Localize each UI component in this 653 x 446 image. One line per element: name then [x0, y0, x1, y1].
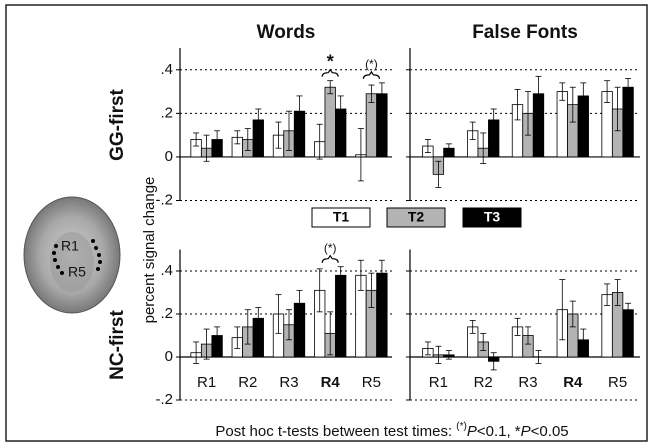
footnote-part: P — [521, 423, 531, 440]
chart-title: False Fonts — [472, 22, 578, 43]
bar — [623, 310, 634, 357]
x-tick-label: R3 — [518, 374, 537, 391]
footnote-part: (*) — [456, 421, 467, 432]
x-tick-label: R4 — [321, 374, 341, 391]
legend-label: T2 — [408, 209, 425, 225]
y-tick-label: 0 — [165, 348, 173, 365]
brain-image — [24, 197, 120, 313]
y-tick-label: .4 — [160, 61, 173, 78]
y-tick-label: -.2 — [155, 191, 173, 208]
bar — [325, 87, 336, 157]
x-tick-label: R5 — [362, 374, 381, 391]
significance-label: (*) — [365, 57, 378, 71]
y-tick-label: 0 — [165, 148, 173, 165]
x-tick-label: R2 — [238, 374, 257, 391]
x-tick-label: R4 — [563, 374, 583, 391]
figure: R1 R5 GG-first NC-first percent signal c… — [0, 0, 653, 446]
y-tick-label: -.2 — [155, 391, 173, 408]
row-label: GG-first — [107, 88, 128, 160]
significance-bracket — [322, 256, 338, 263]
footnote: Post hoc t-tests between test times: (*)… — [215, 421, 568, 440]
row-label: NC-first — [107, 309, 128, 379]
footnote-part: P — [467, 423, 477, 440]
bar — [623, 87, 634, 157]
footnote-part: <0.1, * — [477, 423, 521, 440]
x-tick-label: R3 — [279, 374, 298, 391]
significance-bracket — [363, 72, 379, 79]
legend-label: T1 — [333, 209, 350, 225]
bar — [557, 92, 568, 157]
bar — [366, 94, 377, 157]
significance-label: * — [327, 51, 334, 71]
significance-label: (*) — [324, 241, 337, 255]
brain-label: R1 — [61, 238, 79, 254]
brain-label: R5 — [68, 264, 86, 280]
x-tick-label: R5 — [608, 374, 627, 391]
x-tick-label: R1 — [429, 374, 448, 391]
y-tick-label: .4 — [160, 262, 173, 279]
y-tick-label: .2 — [160, 104, 173, 121]
footnote-part: <0.05 — [531, 423, 569, 440]
x-tick-label: R2 — [474, 374, 493, 391]
y-tick-label: .2 — [160, 305, 173, 322]
footnote-part: Post hoc t-tests between test times: — [215, 423, 456, 440]
x-tick-label: R1 — [197, 374, 216, 391]
legend-label: T3 — [484, 209, 501, 225]
bar — [335, 275, 346, 357]
chart-title: Words — [257, 22, 316, 43]
